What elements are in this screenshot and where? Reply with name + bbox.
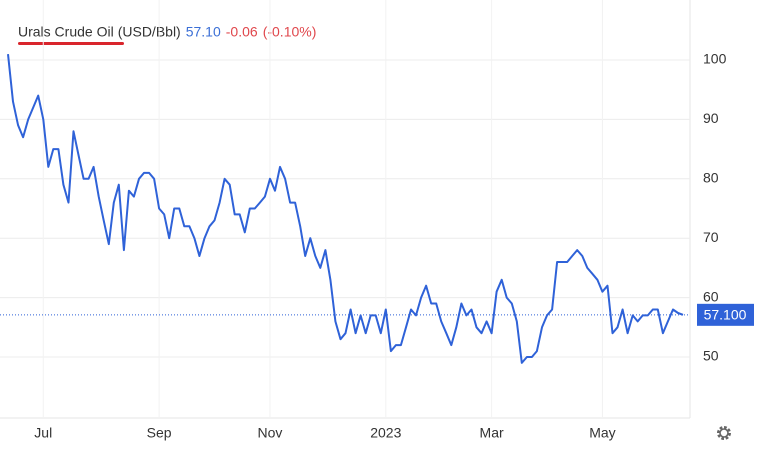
y-tick-label: 100: [703, 51, 727, 67]
grid: [0, 0, 690, 418]
chart-title: Urals Crude Oil: [18, 24, 114, 40]
y-tick-label: 80: [703, 170, 719, 186]
price: 57.10: [186, 24, 221, 40]
unit: (USD/Bbl): [118, 24, 181, 40]
price-line: [7, 53, 684, 364]
x-tick-label: Sep: [147, 425, 172, 441]
x-tick-label: Nov: [258, 425, 283, 441]
x-tick-label: May: [589, 425, 615, 441]
x-tick-label: Jul: [34, 425, 52, 441]
y-tick-label: 60: [703, 288, 719, 304]
last-value-tag: [697, 303, 754, 326]
settings-icon[interactable]: [717, 426, 731, 440]
y-tick-label: 90: [703, 110, 719, 126]
change-percent: (-0.10%): [263, 24, 317, 40]
title-underline: [18, 42, 124, 45]
last-value-label: 57.100: [704, 307, 747, 323]
x-tick-label: 2023: [370, 425, 401, 441]
change: -0.06: [226, 24, 258, 40]
y-tick-label: 70: [703, 229, 719, 245]
y-tick-label: 50: [703, 348, 719, 364]
x-tick-label: Mar: [480, 425, 504, 441]
